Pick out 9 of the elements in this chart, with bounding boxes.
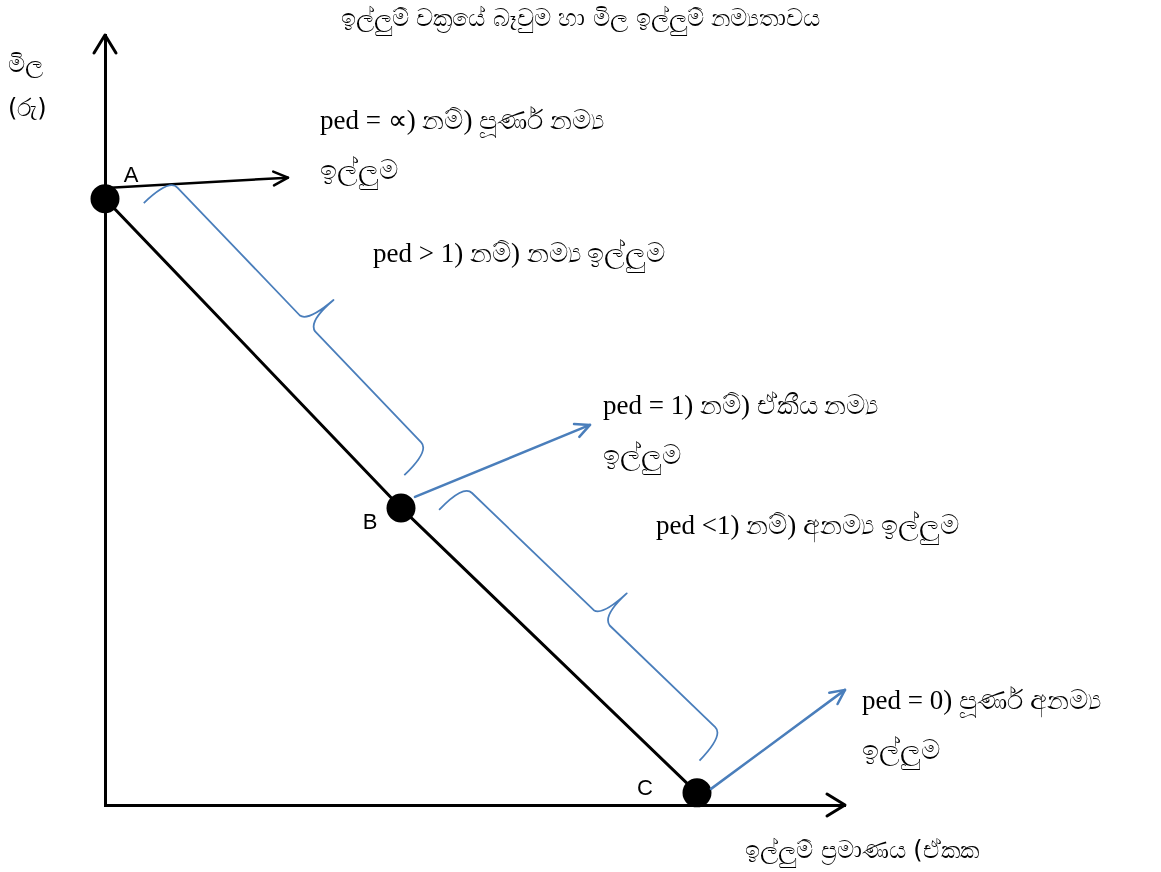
text: ped = 0) පූර්ණ අනම්‍ය ඉල්ලුම xyxy=(862,683,1102,772)
text: A xyxy=(123,161,139,188)
annotation: ped <1) නම්) අනම්‍ය ඉල්ලුම xyxy=(656,509,959,547)
text: ped = ∝) නම්) පූර්ණ නම්‍ය ඉල්ලුම xyxy=(320,103,605,192)
annotation: C xyxy=(637,774,653,801)
y-axis-title: මිල (රු) xyxy=(8,49,48,124)
annotation: ped = 1) නම්) ඒකීය නම්‍ය ඉල්ලුම xyxy=(603,388,880,477)
annotation: ped > 1) නම්) නම්‍ය ඉල්ලුම xyxy=(373,237,666,275)
annotation: B xyxy=(362,508,378,535)
